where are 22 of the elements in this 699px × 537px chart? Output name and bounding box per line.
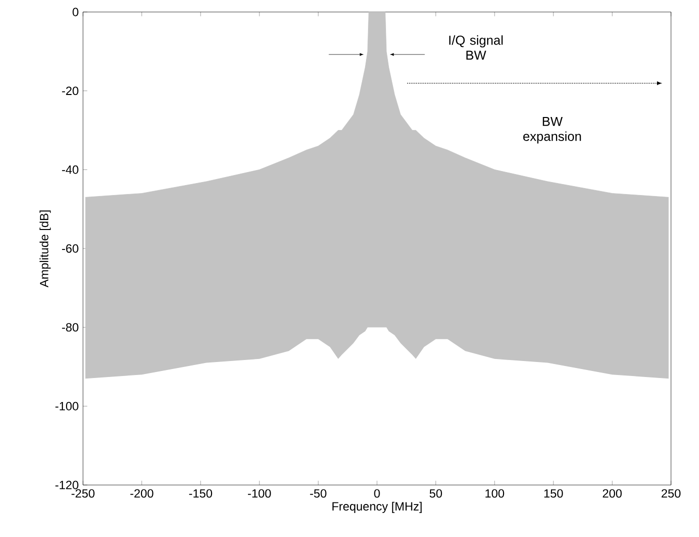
x-tick-label: 250 [662,489,681,498]
annotation: BW expansion [523,116,581,144]
y-tick-label: -20 [62,86,78,96]
x-tick-label: -100 [248,489,271,498]
x-tick-label: 0 [374,489,380,498]
y-tick-label: 0 [72,8,78,16]
y-axis-title: Amplitude [dB] [40,210,51,288]
x-tick-label: 50 [430,489,442,498]
y-tick-label: -80 [62,323,78,332]
x-tick-label: -50 [310,489,326,498]
y-tick-label: -60 [62,244,78,253]
x-axis-title: Frequency [MHz] [332,502,422,513]
annotation: I/Q signal BW [449,35,503,60]
x-tick-label: 200 [602,489,622,498]
x-tick-label: -200 [130,489,154,498]
y-tick-label: -120 [55,480,78,490]
x-tick-label: 150 [544,489,563,498]
x-tick-label: 100 [486,489,504,498]
x-tick-label: -250 [72,489,94,498]
y-tick-label: -40 [62,165,78,174]
y-tick-label: -100 [55,402,78,410]
x-tick-label: -150 [189,489,212,498]
